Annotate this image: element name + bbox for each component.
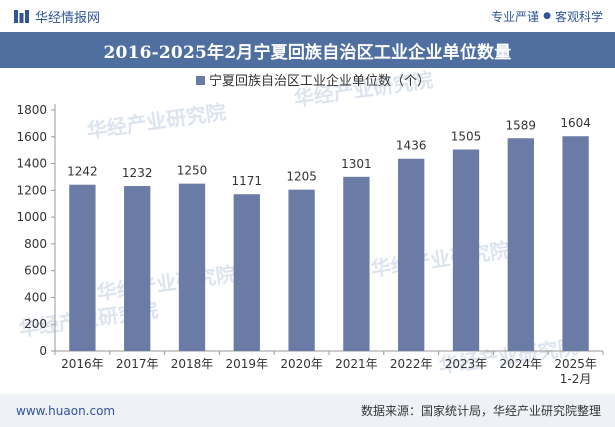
y-tick-label: 1200 xyxy=(16,183,47,197)
x-tick-label: 2019年 xyxy=(226,357,269,371)
data-label: 1505 xyxy=(451,129,482,143)
bar xyxy=(288,189,315,351)
top-header-bar: 华经情报网 专业严谨 ● 客观科学 xyxy=(0,0,615,32)
x-tick-label: 2020年 xyxy=(280,357,323,371)
data-source: 数据来源：国家统计局，华经产业研究院整理 xyxy=(360,404,601,418)
bar xyxy=(69,184,96,351)
data-label: 1301 xyxy=(341,157,372,171)
x-tick-label: 2018年 xyxy=(171,357,214,371)
y-tick-label: 1800 xyxy=(16,103,47,117)
y-tick-label: 400 xyxy=(24,290,47,304)
watermark-text: 华经产业研究院 xyxy=(369,238,511,281)
data-label: 1205 xyxy=(286,170,317,184)
x-tick-label: 2017年 xyxy=(116,357,159,371)
bar xyxy=(562,136,589,351)
bar xyxy=(452,149,480,351)
chart-title: 2016-2025年2月宁夏回族自治区工业企业单位数量 xyxy=(103,42,512,63)
slogan-right: 客观科学 xyxy=(554,9,603,24)
legend-label: 宁夏回族自治区工业企业单位数（个） xyxy=(209,73,430,89)
brand[interactable]: 华经情报网 xyxy=(14,7,100,26)
brand-name: 华经情报网 xyxy=(35,10,101,26)
slogan: 专业严谨 ● 客观科学 xyxy=(491,8,603,25)
y-tick-label: 200 xyxy=(24,317,47,331)
legend-marker-icon xyxy=(196,76,205,85)
bar xyxy=(343,176,370,351)
data-label: 1604 xyxy=(560,116,591,130)
footer-bar: www.huaon.com 数据来源：国家统计局，华经产业研究院整理 xyxy=(0,394,615,427)
bar xyxy=(124,186,151,351)
huajing-logo-icon xyxy=(14,9,29,23)
x-tick-label: 2023年 xyxy=(445,357,488,371)
watermark-text: 华经产业研究院 xyxy=(95,262,237,305)
data-label: 1232 xyxy=(122,166,153,180)
slogan-left: 专业严谨 xyxy=(491,9,540,24)
x-tick-label: 2016年 xyxy=(61,357,104,371)
y-tick-label: 1000 xyxy=(16,210,47,224)
site-url[interactable]: www.huaon.com xyxy=(16,403,116,418)
x-tick-label: 2021年 xyxy=(335,357,378,371)
y-tick-label: 600 xyxy=(24,264,47,278)
watermark-text: 华经产业研究院 xyxy=(85,100,227,143)
bar xyxy=(507,138,534,351)
x-tick-label: 2024年 xyxy=(500,357,543,371)
chart-area: 华经产业研究院华经产业研究院华经产业研究院华经产业研究院华经产业研究院华经产业研… xyxy=(0,68,615,394)
data-label: 1436 xyxy=(396,139,427,153)
y-tick-label: 800 xyxy=(24,237,47,251)
y-tick-label: 1600 xyxy=(16,130,47,144)
data-label: 1250 xyxy=(177,164,208,178)
data-label: 1589 xyxy=(506,118,537,132)
x-tick-label: 2022年 xyxy=(390,357,433,371)
data-label: 1171 xyxy=(232,174,263,188)
bar xyxy=(398,158,425,351)
data-label: 1242 xyxy=(67,165,98,179)
bar xyxy=(178,183,206,351)
title-bar: 2016-2025年2月宁夏回族自治区工业企业单位数量 xyxy=(0,32,615,68)
bar xyxy=(233,194,260,351)
y-tick-label: 0 xyxy=(39,344,47,358)
slogan-dot-icon: ● xyxy=(543,11,551,21)
x-tick-label: 2025年 1-2月 xyxy=(554,357,597,386)
bar-chart: 华经产业研究院华经产业研究院华经产业研究院华经产业研究院华经产业研究院华经产业研… xyxy=(16,68,604,386)
y-tick-label: 1400 xyxy=(16,157,47,171)
